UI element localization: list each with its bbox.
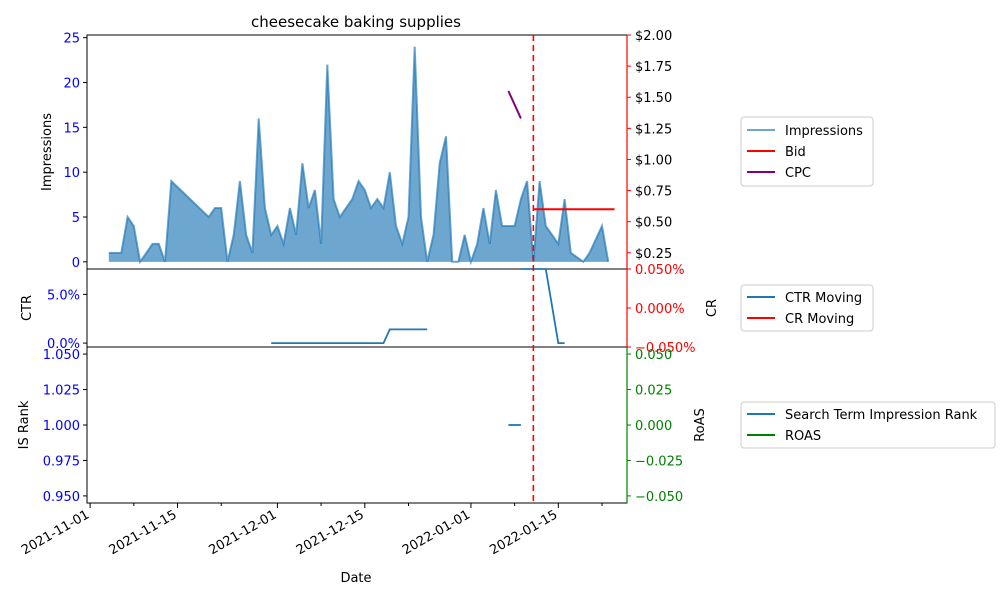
impressions-line (108, 46, 610, 266)
impressions-tick-label: 5 (72, 211, 80, 226)
panel2-frame (86, 268, 628, 348)
bid-tick-label: $1.50 (635, 91, 672, 106)
roas-tick-label: −0.050 (635, 490, 683, 505)
is-rank-tick-label: 0.950 (43, 490, 80, 505)
legend-roas-label: ROAS (785, 429, 821, 444)
legend-panel2: CTR Moving CR Moving (740, 284, 874, 332)
ctr-moving-line-0 (271, 328, 428, 345)
legend-bid-label: Bid (785, 145, 806, 160)
date-tick-label: 2022-01-01 (400, 507, 473, 558)
is-rank-tick-label: 1.050 (43, 348, 80, 363)
legend-panel1: Impressions Bid CPC (740, 116, 874, 187)
bid-tick-label: $1.00 (635, 153, 672, 168)
cr-tick-label: 0.000% (635, 302, 685, 317)
bid-tick-label: $1.75 (635, 60, 672, 75)
is-rank-tick-label: 1.025 (43, 384, 80, 399)
roas-tick-label: −0.025 (635, 454, 683, 469)
impressions-tick-label: 0 (72, 256, 80, 271)
roas-tick-label: 0.050 (635, 348, 672, 363)
date-tick-label: 2021-11-01 (19, 507, 92, 558)
legend-cr-label: CR Moving (785, 312, 854, 327)
bid-tick-label: $0.50 (635, 216, 672, 231)
impressions-tick-label: 25 (63, 32, 80, 47)
cpc-line (507, 90, 522, 119)
impressions-area (108, 46, 609, 262)
date-tick-label: 2021-12-15 (294, 507, 367, 558)
bid-tick-label: $1.25 (635, 122, 672, 137)
date-tick-label: 2021-11-15 (107, 507, 180, 558)
legend-is-rank-label: Search Term Impression Rank (785, 408, 978, 423)
impressions-tick-label: 15 (63, 121, 80, 136)
impressions-tick-label: 10 (63, 166, 80, 181)
legend-panel3: Search Term Impression Rank ROAS (740, 401, 996, 449)
ctr-tick-label: 0.0% (47, 337, 80, 352)
ctr-tick-label: 5.0% (47, 288, 80, 303)
legend-cpc-label: CPC (785, 166, 811, 181)
ctr-moving-line-1 (520, 268, 565, 345)
is-rank-tick-label: 0.975 (43, 454, 80, 469)
legend-impressions-label: Impressions (785, 124, 863, 139)
bid-tick-label: $0.75 (635, 185, 672, 200)
panel3-frame (86, 346, 628, 504)
roas-axis-label: RoAS (693, 408, 708, 442)
cr-tick-label: −0.050% (635, 341, 695, 356)
ctr-axis-label: CTR (20, 295, 35, 321)
is-rank-tick-label: 1.000 (43, 419, 80, 434)
chart-title: cheesecake baking supplies (251, 13, 461, 31)
bid-tick-label: $0.25 (635, 247, 672, 262)
cr-axis-label: CR (705, 299, 720, 317)
cr-tick-label: 0.050% (635, 263, 685, 278)
date-axis-label: Date (340, 571, 371, 586)
legend-ctr-label: CTR Moving (785, 291, 862, 306)
impressions-axis-label: Impressions (40, 113, 55, 191)
roas-tick-label: 0.000 (635, 419, 672, 434)
date-tick-label: 2021-12-01 (206, 507, 279, 558)
is-rank-axis-label: IS Rank (17, 400, 32, 449)
date-tick-label: 2022-01-15 (487, 507, 560, 558)
impressions-tick-label: 20 (63, 77, 80, 92)
bid-tick-label: $2.00 (635, 29, 672, 44)
roas-tick-label: 0.025 (635, 384, 672, 399)
